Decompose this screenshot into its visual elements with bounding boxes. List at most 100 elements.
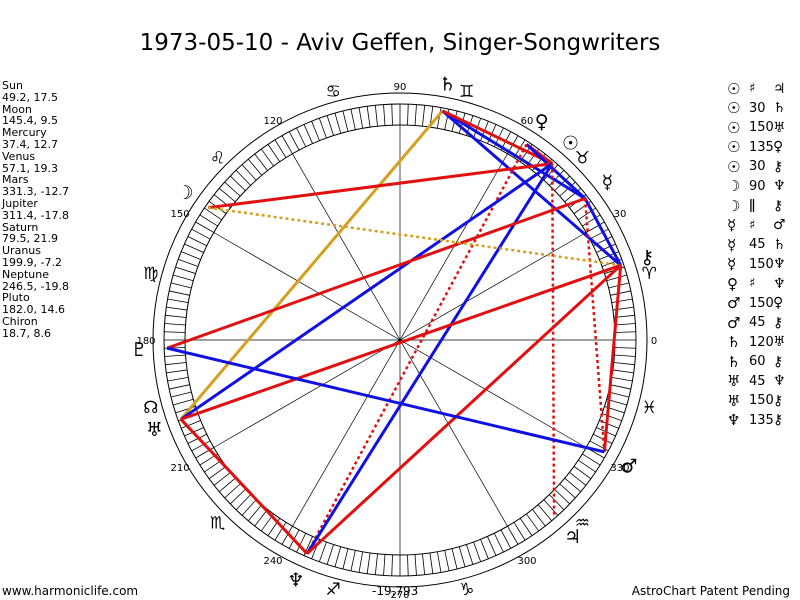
aspect-symbol: 120	[749, 334, 774, 350]
aspect-planet-2: ⚷	[773, 158, 784, 175]
aspect-line	[180, 162, 554, 421]
neptune-icon: ♆	[287, 569, 304, 591]
aspect-row: ☉ 135 ♀	[727, 138, 791, 158]
aspect-planet-1: ♂	[727, 294, 741, 313]
position-value: 145.4, 9.5	[2, 114, 58, 128]
position-value: 311.4, -17.8	[2, 208, 69, 222]
position-name: Neptune	[2, 267, 50, 281]
degree-tick	[578, 459, 596, 473]
degree-tick	[254, 153, 268, 171]
degree-tick	[569, 472, 587, 486]
degree-label: 120	[263, 116, 282, 127]
aspect-planet-2: ♀	[773, 295, 784, 312]
degree-tick	[585, 221, 605, 233]
degree-tick	[166, 306, 188, 311]
degree-label: 0	[651, 336, 657, 347]
aspect-row: ☽ ǁ ⚷	[727, 196, 791, 216]
cancer-sign-icon: ♋	[326, 82, 341, 102]
aspect-symbol: ǁ	[749, 198, 756, 214]
degree-tick	[303, 124, 313, 144]
degree-tick	[596, 243, 616, 253]
degree-tick	[164, 354, 186, 357]
aspect-planet-2: ♅	[773, 119, 786, 136]
aspect-planet-2: ⚷	[773, 197, 784, 214]
degree-tick	[582, 214, 601, 227]
degree-tick	[170, 282, 192, 289]
virgo-sign-icon: ♍	[143, 264, 158, 284]
aspect-planet-1: ☽	[727, 196, 741, 215]
degree-label: 180	[136, 336, 155, 347]
position-name: Saturn	[2, 220, 39, 234]
degree-tick	[589, 228, 609, 240]
degree-label: 150	[170, 209, 189, 220]
sagittarius-sign-icon: ♐	[326, 580, 341, 600]
degree-tick	[274, 139, 287, 158]
degree-tick	[195, 221, 215, 233]
aspect-planet-2: ♄	[773, 236, 786, 253]
aspect-planet-1: ♂	[727, 313, 741, 332]
outer-ring	[152, 92, 648, 588]
aspect-list: ☉ ♯ ♃ ☉ 30 ♄ ☉ 150 ♅ ☉ 135 ♀ ☉ 30 ⚷ ☽ 90 ♆ ☽ ǁ ⚷ ☿ ♯ ♂ ☿ 45 ♄ ☿ 150 ♆…	[727, 79, 791, 430]
aspect-symbol: 150	[749, 393, 774, 409]
aspect-row: ♆ 135 ⚷	[727, 411, 791, 431]
aspect-line	[550, 163, 556, 515]
degree-tick	[224, 181, 241, 197]
position-name: Jupiter	[2, 196, 38, 210]
degree-tick	[213, 472, 231, 486]
website-link[interactable]: www.harmoniclife.com	[2, 584, 139, 598]
aspect-planet-2: ⚷	[773, 392, 784, 409]
north-node-sign-icon: ☊	[143, 398, 158, 418]
degree-tick	[573, 466, 592, 480]
degree-tick	[436, 551, 442, 573]
degree-tick	[611, 298, 633, 304]
aspect-line	[583, 198, 606, 452]
degree-tick	[169, 290, 190, 296]
degree-tick	[610, 384, 631, 390]
aspect-row: ♂ 150 ♀	[727, 294, 791, 314]
position-name: Uranus	[2, 244, 41, 258]
degree-label: 300	[517, 556, 536, 567]
position-name: Venus	[2, 149, 36, 163]
aspect-symbol: ♯	[749, 276, 756, 292]
degree-tick	[235, 494, 251, 511]
position-value: 331.3, -12.7	[2, 185, 69, 199]
degree-tick	[537, 504, 553, 522]
degree-label: 90	[394, 82, 407, 93]
degree-tick	[164, 323, 186, 326]
aspect-line	[441, 109, 622, 267]
degree-tick	[281, 525, 293, 545]
degree-tick	[422, 553, 426, 575]
degree-tick	[296, 533, 307, 553]
degree-tick	[204, 207, 222, 221]
aspect-planet-2: ♂	[773, 217, 786, 234]
degree-tick	[199, 214, 218, 227]
position-value: 199.9, -7.2	[2, 255, 62, 269]
aspect-planet-1: ☉	[727, 118, 741, 137]
degree-tick	[614, 354, 636, 357]
degree-tick	[366, 106, 371, 128]
aspect-planet-1: ♆	[727, 411, 741, 430]
aspect-planet-1: ♀	[727, 274, 738, 293]
degree-tick	[281, 135, 293, 155]
degree-tick	[414, 554, 417, 576]
taurus-sign-icon: ♉	[575, 149, 590, 169]
degree-tick	[480, 539, 489, 559]
aspect-symbol: ♯	[749, 81, 756, 97]
position-value: 18.7, 8.6	[2, 326, 51, 340]
degree-tick	[391, 554, 393, 576]
degree-tick	[350, 109, 356, 130]
degree-tick	[366, 552, 371, 574]
degree-tick	[350, 550, 356, 571]
degree-label: 210	[170, 463, 189, 474]
degree-tick	[610, 290, 631, 296]
aspect-planet-1: ♄	[727, 352, 741, 371]
degree-tick	[218, 477, 236, 493]
degree-tick	[235, 169, 251, 186]
gemini-sign-icon: ♊	[459, 82, 474, 102]
pluto-icon: ♇	[131, 339, 148, 361]
degree-tick	[288, 131, 300, 151]
aspect-row: ☉ 150 ♅	[727, 118, 791, 138]
aspect-planet-1: ♅	[727, 391, 741, 410]
aspect-planet-1: ☿	[727, 255, 737, 274]
degree-tick	[383, 104, 386, 126]
